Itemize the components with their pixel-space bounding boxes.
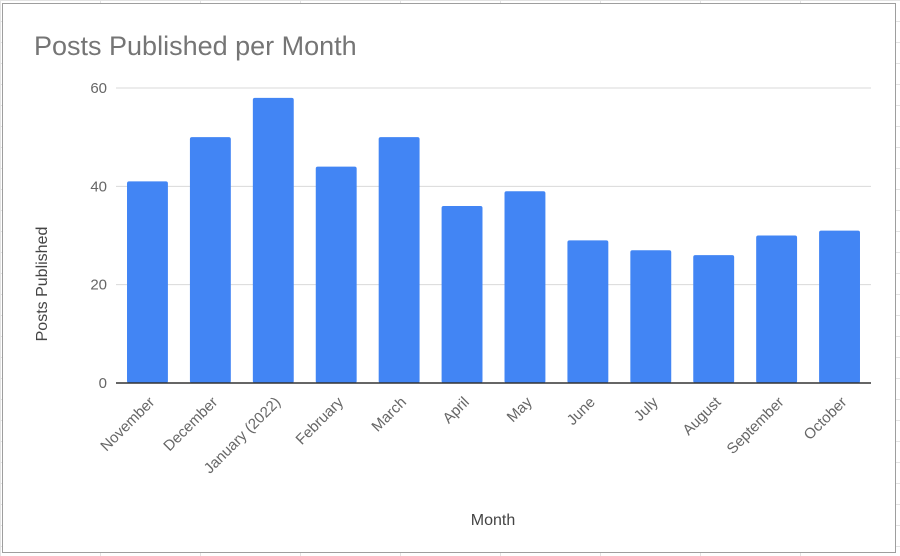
bar[interactable] xyxy=(756,235,798,384)
chart-container[interactable]: Posts Published per Month 0 20 40 60 Novemb… xyxy=(2,3,896,553)
x-category-label: May xyxy=(504,393,536,425)
bar[interactable] xyxy=(189,137,231,383)
bar[interactable] xyxy=(315,166,357,383)
bar-chart: Posts Published per Month 0 20 40 60 Novemb… xyxy=(34,31,871,529)
y-tick-label: 60 xyxy=(90,80,107,97)
bar[interactable] xyxy=(127,181,168,383)
bar[interactable] xyxy=(252,97,294,383)
x-axis-title: Month xyxy=(471,512,515,529)
x-category-label: October xyxy=(801,394,851,444)
x-category-label: December xyxy=(160,394,221,455)
bar[interactable] xyxy=(567,240,609,383)
y-axis-ticks: 0 20 40 60 xyxy=(90,80,107,392)
bar[interactable] xyxy=(378,137,420,383)
gridlines xyxy=(116,87,871,286)
bars xyxy=(127,97,860,384)
bar[interactable] xyxy=(504,191,546,383)
x-category-label: September xyxy=(724,394,788,458)
bar[interactable] xyxy=(693,255,735,383)
y-tick-label: 40 xyxy=(90,178,107,195)
y-tick-label: 0 xyxy=(99,375,107,392)
y-axis-title: Posts Published xyxy=(34,227,51,342)
x-category-label: August xyxy=(679,393,725,439)
chart-title: Posts Published per Month xyxy=(34,31,357,61)
x-category-label: July xyxy=(631,393,662,424)
x-category-label: April xyxy=(440,394,473,427)
x-category-label: June xyxy=(564,394,599,429)
y-tick-label: 20 xyxy=(90,277,107,294)
x-category-label: March xyxy=(368,394,409,435)
bar[interactable] xyxy=(819,230,860,383)
bar[interactable] xyxy=(630,250,672,383)
x-category-label: February xyxy=(293,393,348,448)
bar[interactable] xyxy=(441,206,483,383)
x-category-label: November xyxy=(97,394,158,455)
